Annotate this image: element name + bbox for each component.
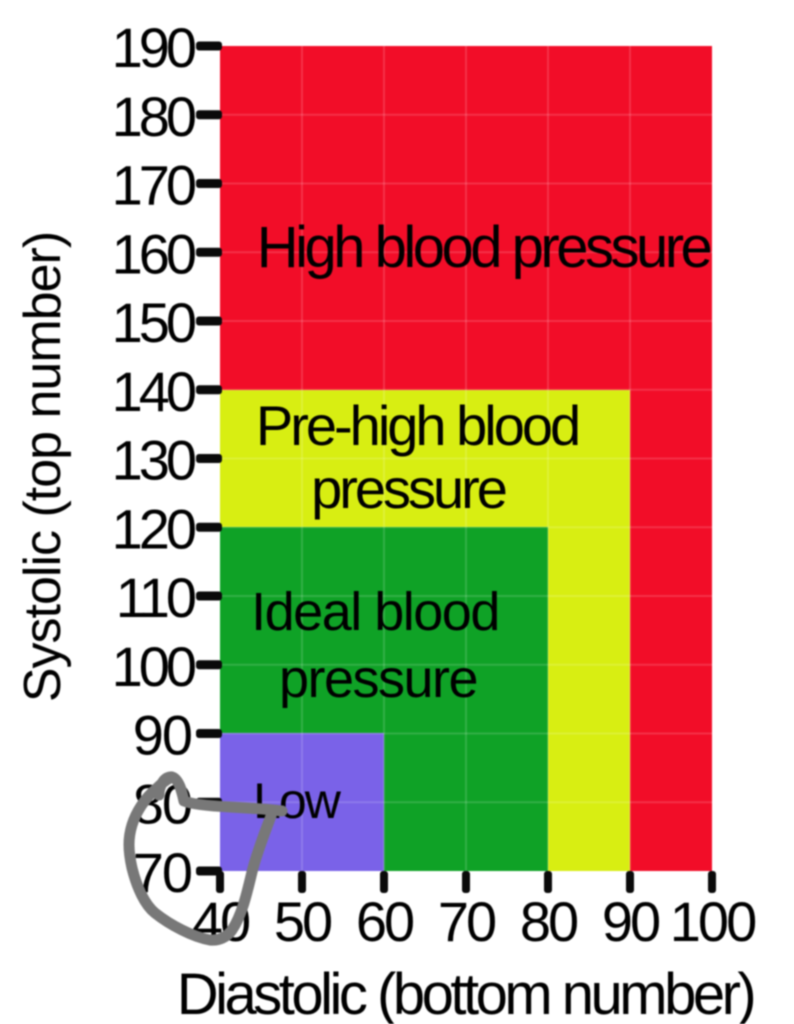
svg-text:190: 190 [112,16,195,79]
svg-text:Systolic (top number): Systolic (top number) [14,232,72,702]
svg-text:High blood pressure: High blood pressure [257,215,711,280]
svg-text:Pre-high blood: Pre-high blood [256,394,578,457]
svg-text:60: 60 [356,890,413,953]
svg-text:100: 100 [112,635,195,698]
svg-text:180: 180 [112,85,195,148]
svg-text:170: 170 [112,154,195,217]
svg-text:70: 70 [438,890,495,953]
svg-text:pressure: pressure [311,457,506,520]
svg-text:80: 80 [520,890,577,953]
svg-text:130: 130 [112,429,195,492]
svg-text:Diastolic (bottom number): Diastolic (bottom number) [177,962,754,1024]
svg-text:140: 140 [112,360,195,423]
svg-text:90: 90 [602,890,659,953]
svg-text:150: 150 [112,291,195,354]
svg-text:110: 110 [116,566,195,629]
svg-text:160: 160 [112,222,195,285]
svg-text:100: 100 [670,890,755,953]
svg-text:50: 50 [274,890,331,953]
svg-text:90: 90 [133,704,191,767]
svg-text:Ideal blood: Ideal blood [251,582,499,642]
svg-text:pressure: pressure [279,649,477,709]
svg-text:120: 120 [112,497,195,560]
